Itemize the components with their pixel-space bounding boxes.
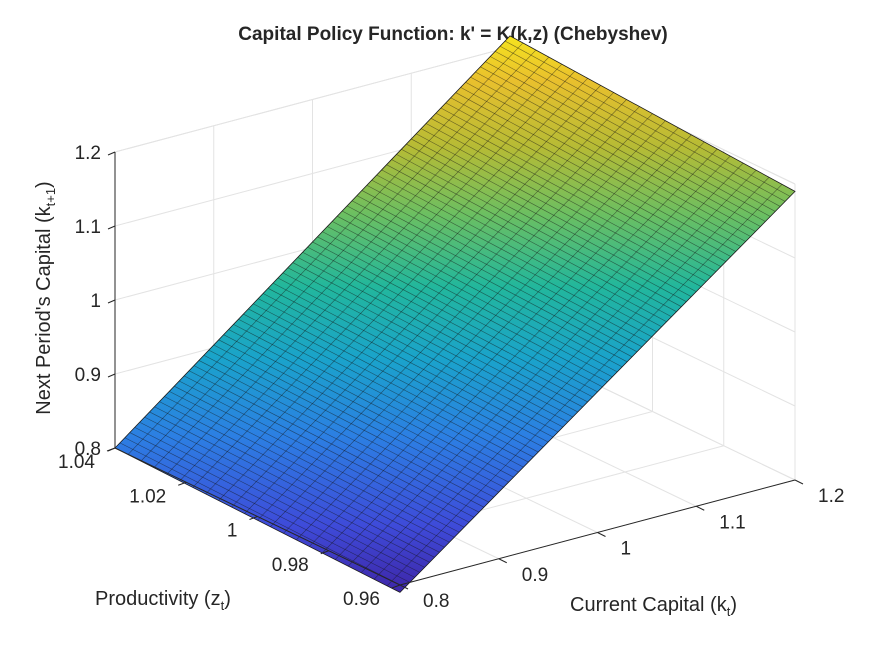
mesh-line-z [296, 134, 692, 541]
mesh-line-z [347, 162, 744, 567]
y-tick-mark [391, 584, 401, 589]
x-axis-label: Current Capital (kt) [570, 594, 737, 619]
mesh-line-z [127, 42, 524, 455]
tick-labels: 0.80.911.11.20.960.9811.021.040.80.911.1… [58, 143, 844, 612]
mesh-line-z [179, 71, 575, 482]
mesh-line-z [360, 169, 757, 573]
y-axis-label: Productivity (zt) [95, 588, 231, 613]
z-tick-label: 0.8 [75, 439, 101, 460]
mesh-line-z [270, 120, 666, 527]
x-tick-label: 0.8 [423, 591, 449, 612]
mesh-line-z [322, 148, 718, 554]
x-tick-label: 0.9 [522, 565, 548, 586]
mesh-line-z [166, 63, 563, 475]
z-tick-label: 1.2 [75, 143, 101, 164]
y-tick-label: 0.98 [272, 555, 309, 576]
mesh-line-z [205, 85, 601, 495]
x-tick-mark [794, 479, 804, 485]
mesh-line-z [231, 99, 627, 508]
x-tick-mark [597, 532, 606, 537]
x-tick-mark [696, 505, 705, 511]
mesh-line-z [218, 92, 614, 501]
mesh-line-z [153, 56, 550, 468]
y-tick-label: 0.96 [343, 589, 380, 610]
x-tick-label: 1.1 [719, 512, 745, 533]
y-tick-label: 1.02 [129, 486, 166, 507]
z-tick-mark [107, 447, 116, 452]
z-tick-label: 1 [90, 291, 101, 312]
y-tick-label: 1.04 [58, 452, 95, 473]
mesh-line-z [140, 49, 537, 462]
z-tick-mark [107, 225, 116, 230]
surface-fill [114, 35, 796, 593]
mesh-line-z [373, 177, 770, 580]
box-edge [114, 46, 511, 153]
z-axis-label: Next Period's Capital (kt+1) [33, 181, 58, 414]
mesh-line-z [257, 113, 653, 521]
z-tick-label: 0.9 [75, 365, 101, 386]
mesh-line-z [309, 141, 705, 547]
mesh-line-z [192, 78, 588, 488]
y-tick-label: 1 [227, 521, 238, 542]
y-tick-mark [249, 516, 258, 520]
x-tick-label: 1 [621, 539, 632, 560]
x-tick-mark [399, 584, 409, 590]
z-tick-mark [107, 151, 116, 156]
y-tick-mark [320, 550, 329, 555]
z-tick-label: 1.1 [75, 217, 101, 238]
x-tick-label: 1.2 [818, 486, 844, 507]
surface [114, 35, 796, 593]
mesh-line-z [335, 155, 731, 560]
z-tick-mark [107, 299, 116, 304]
x-tick-mark [498, 558, 507, 564]
y-tick-mark [178, 481, 187, 486]
mesh-line-z [386, 184, 783, 587]
z-tick-mark [107, 373, 116, 378]
mesh-line-z [244, 106, 640, 514]
chart-title: Capital Policy Function: k' = K(k,z) (Ch… [238, 24, 667, 45]
mesh-line-z [283, 127, 679, 534]
